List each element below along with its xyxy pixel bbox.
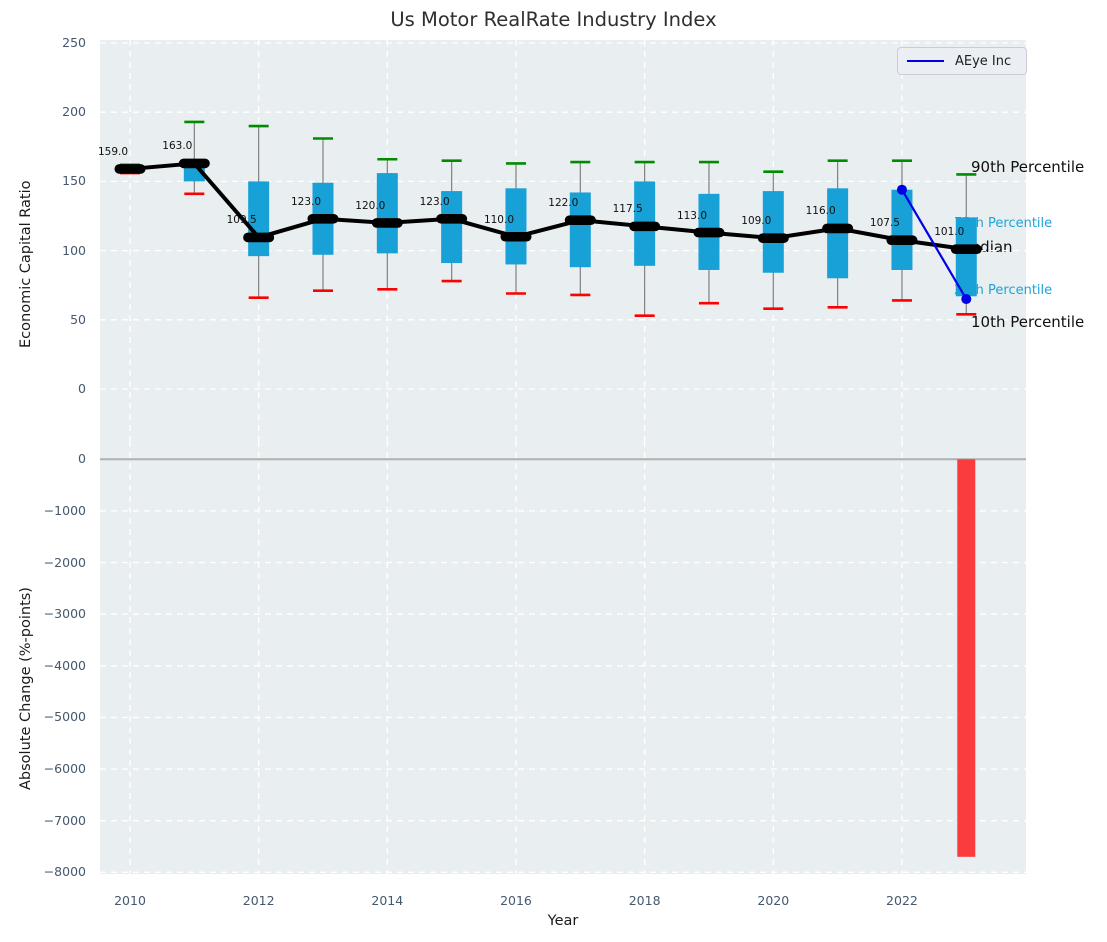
median-marker bbox=[307, 213, 339, 224]
bottom-y-tick-label: −2000 bbox=[43, 554, 86, 570]
median-marker bbox=[178, 158, 210, 169]
median-value-label: 109.5 bbox=[226, 214, 257, 227]
boxplot-box bbox=[441, 191, 463, 264]
change-bar bbox=[957, 459, 976, 857]
median-marker bbox=[693, 227, 725, 238]
x-tick-label: 2022 bbox=[886, 893, 918, 908]
median-marker bbox=[886, 235, 918, 246]
bottom-y-tick-label: 0 bbox=[78, 451, 86, 467]
median-value-label: 116.0 bbox=[805, 205, 836, 218]
top-y-tick-label: 100 bbox=[62, 242, 86, 258]
median-marker bbox=[950, 244, 982, 255]
median-value-label: 122.0 bbox=[548, 197, 579, 210]
x-tick-label: 2018 bbox=[628, 893, 661, 908]
bottom-y-tick-label: −8000 bbox=[43, 864, 86, 880]
boxplot-box bbox=[505, 188, 527, 265]
median-marker bbox=[436, 213, 468, 224]
median-value-label: 109.0 bbox=[741, 215, 772, 228]
boxplot-box bbox=[762, 191, 784, 273]
median-marker bbox=[629, 221, 661, 232]
median-marker bbox=[564, 215, 596, 225]
bottom-y-tick-label: −1000 bbox=[43, 502, 86, 518]
median-marker bbox=[371, 218, 403, 228]
x-tick-label: 2016 bbox=[500, 893, 532, 908]
x-tick-label: 2020 bbox=[757, 893, 790, 908]
median-marker bbox=[500, 231, 532, 242]
annotation-90th-percentile: 90th Percentile bbox=[971, 158, 1085, 176]
median-marker bbox=[243, 232, 275, 243]
boxplot-box bbox=[376, 173, 398, 254]
median-value-label: 117.5 bbox=[612, 203, 643, 216]
annotation-75th-percentile: 75th Percentile bbox=[954, 216, 1053, 231]
median-value-label: 107.5 bbox=[869, 217, 900, 230]
median-value-label: 123.0 bbox=[290, 195, 322, 208]
top-y-tick-label: 0 bbox=[78, 381, 86, 396]
boxplot-box bbox=[891, 189, 913, 270]
boxplot-box bbox=[827, 188, 849, 279]
bottom-y-tick-label: −4000 bbox=[43, 657, 86, 673]
x-axis-label: Year bbox=[547, 913, 579, 929]
bottom-y-tick-label: −5000 bbox=[43, 709, 86, 725]
median-marker bbox=[822, 223, 854, 234]
median-marker bbox=[114, 164, 146, 174]
median-value-label: 113.0 bbox=[676, 209, 707, 222]
boxplot-box bbox=[569, 192, 591, 268]
x-tick-label: 2010 bbox=[114, 893, 146, 908]
annotation-10th-percentile: 10th Percentile bbox=[971, 313, 1085, 331]
boxplot-box bbox=[955, 217, 977, 297]
top-y-tick-label: 250 bbox=[62, 35, 86, 50]
top-y-tick-label: 200 bbox=[62, 104, 86, 120]
annotation-25th-percentile: 25th Percentile bbox=[954, 283, 1053, 298]
median-value-label: 101.0 bbox=[934, 226, 965, 239]
aeye-line bbox=[901, 189, 968, 300]
median-marker bbox=[757, 233, 789, 243]
top-y-tick-label: 150 bbox=[62, 173, 86, 189]
plot-background bbox=[100, 40, 1026, 874]
legend: AEye Inc bbox=[897, 47, 1027, 75]
x-tick-label: 2014 bbox=[371, 893, 404, 908]
legend-label: AEye Inc bbox=[955, 53, 1012, 69]
bottom-y-tick-label: −7000 bbox=[43, 812, 86, 828]
bottom-y-tick-label: −3000 bbox=[43, 606, 86, 622]
median-value-label: 163.0 bbox=[162, 140, 193, 153]
median-value-label: 120.0 bbox=[355, 199, 386, 212]
median-value-label: 110.0 bbox=[483, 213, 514, 226]
x-tick-label: 2012 bbox=[242, 893, 275, 908]
bottom-y-tick-label: −6000 bbox=[43, 761, 86, 777]
median-value-label: 123.0 bbox=[419, 195, 450, 208]
top-y-tick-label: 50 bbox=[70, 311, 86, 327]
aeye-point bbox=[961, 294, 972, 305]
median-value-label: 159.0 bbox=[97, 145, 129, 158]
aeye-point bbox=[896, 184, 907, 195]
chart-title: Us Motor RealRate Industry Index bbox=[390, 8, 717, 31]
legend-line-swatch bbox=[907, 60, 944, 62]
